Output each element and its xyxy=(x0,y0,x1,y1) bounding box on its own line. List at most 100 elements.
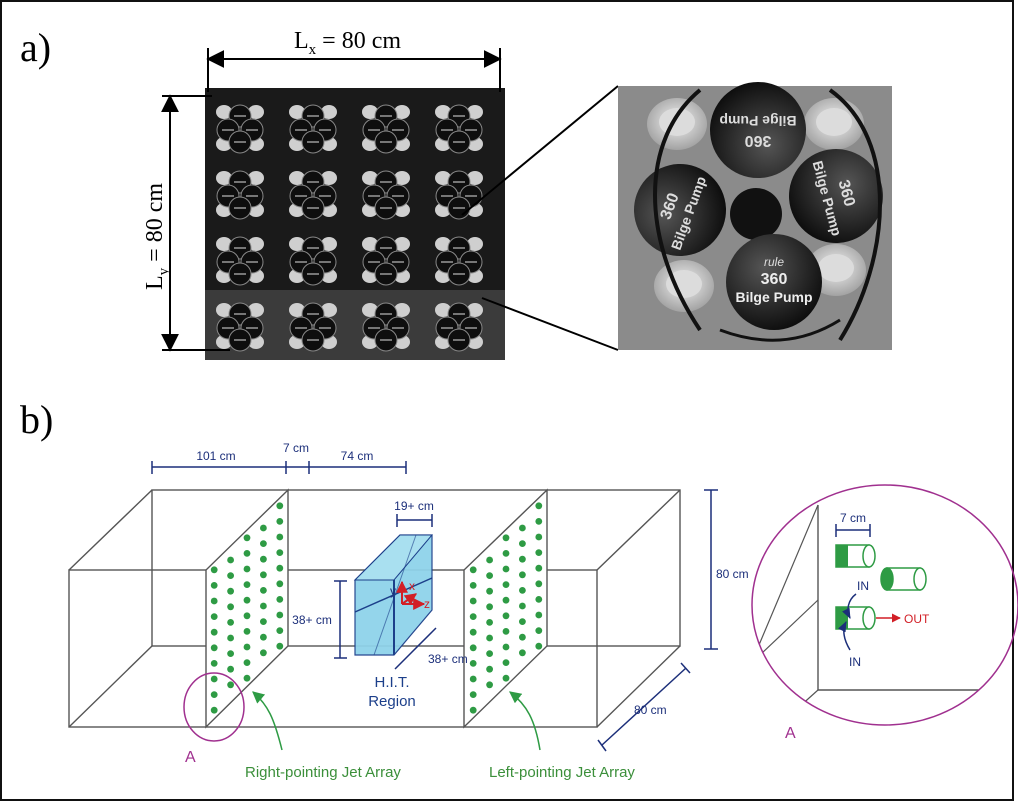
tank-wireframe xyxy=(68,489,681,728)
jet-dot xyxy=(243,581,251,588)
jet-dot xyxy=(276,580,284,588)
axis-x-label: x xyxy=(409,579,415,593)
jet-dot xyxy=(210,660,218,667)
jet-dot xyxy=(210,566,218,574)
jet-dot xyxy=(535,611,543,619)
jet-dot xyxy=(502,550,510,557)
pump-cluster xyxy=(216,104,264,154)
svg-text:Ly = 80 cm: Ly = 80 cm xyxy=(142,183,172,290)
left-array-label: Left-pointing Jet Array xyxy=(489,764,635,781)
svg-text:360: 360 xyxy=(745,132,772,149)
jet-dot xyxy=(243,534,251,542)
jet-dot xyxy=(535,642,543,650)
jet-dot xyxy=(276,564,284,572)
jet-dot xyxy=(243,565,251,573)
pump-cluster xyxy=(289,104,337,154)
pump-cluster xyxy=(435,302,483,352)
jet-dot xyxy=(210,675,218,683)
pump-closeup-photo: 360 Bilge Pump 360 Bilge Pump 360 Bilge … xyxy=(618,82,892,350)
jet-dot xyxy=(535,549,543,556)
jet-dot xyxy=(502,659,510,666)
jet-dot xyxy=(486,619,493,626)
nozzle-cup xyxy=(804,98,864,150)
jet-dot xyxy=(469,628,477,636)
zoom-dim-label: 7 cm xyxy=(840,511,866,525)
jet-dot xyxy=(469,582,477,589)
jet-array-photo xyxy=(205,88,505,360)
dim-38-vertical-line xyxy=(334,580,347,659)
jet-dot xyxy=(227,634,235,642)
callout-circle xyxy=(183,672,245,742)
jet-dot xyxy=(469,675,477,683)
jet-dot xyxy=(486,665,493,673)
jet-dot xyxy=(519,555,526,563)
jet-dot xyxy=(469,613,477,620)
jet-nozzle-cylinder xyxy=(880,567,927,591)
jet-dot xyxy=(469,597,477,605)
jet-dot xyxy=(276,549,284,556)
jet-dot xyxy=(469,660,477,667)
jet-dot xyxy=(502,581,510,588)
jet-dot xyxy=(243,659,251,666)
jet-dot xyxy=(486,681,493,689)
jet-dot xyxy=(519,618,526,625)
pump-cluster xyxy=(216,302,264,352)
jet-dot xyxy=(210,597,218,605)
nozzle-cup xyxy=(647,98,707,150)
jet-dot xyxy=(502,534,510,542)
jet-dot xyxy=(469,706,477,714)
zoom-out-label: OUT xyxy=(904,612,930,626)
lx-dimension: Lx = 80 cm xyxy=(206,28,502,92)
jet-dot xyxy=(535,518,543,525)
jet-dot xyxy=(276,518,284,525)
zoom-connector-bottom xyxy=(481,297,619,351)
jet-dot xyxy=(210,691,218,698)
bilge-pump: 360 Bilge Pump xyxy=(789,149,883,243)
lx-value: = 80 cm xyxy=(316,28,401,54)
zoom-in-bottom-label: IN xyxy=(849,655,861,669)
jet-dot xyxy=(243,596,251,604)
jet-dot xyxy=(210,628,218,636)
pump-cluster xyxy=(362,302,410,352)
jet-nozzle-cylinder xyxy=(835,606,876,630)
jet-dot xyxy=(210,706,218,714)
pump-cluster xyxy=(362,170,410,220)
jet-dot xyxy=(469,691,477,698)
right-pointing-jet-plate xyxy=(205,488,289,729)
svg-text:360: 360 xyxy=(834,178,857,208)
jet-dot xyxy=(227,572,235,579)
jet-nozzle-cylinder xyxy=(835,544,876,568)
jet-dot xyxy=(519,540,526,547)
dim-19-line xyxy=(396,514,433,527)
inflow-arrow-bottom xyxy=(838,621,851,651)
right-array-label: Right-pointing Jet Array xyxy=(245,764,401,781)
jet-dot xyxy=(260,602,267,610)
svg-text:Lx = 80 cm: Lx = 80 cm xyxy=(294,28,401,58)
dim-7-label: 7 cm xyxy=(283,441,309,455)
dim-38-depth-line xyxy=(394,627,437,670)
bilge-pump: 360 Bilge Pump xyxy=(710,82,806,178)
jet-dot xyxy=(260,618,267,625)
lx-label: L xyxy=(294,28,309,54)
jet-dot xyxy=(502,596,510,604)
jet-dot xyxy=(519,524,526,532)
ly-dimension: Ly = 80 cm xyxy=(142,94,230,352)
jet-dot xyxy=(227,619,235,626)
detail-zoom-circle xyxy=(751,484,1018,726)
jet-dot xyxy=(519,587,526,594)
ly-value: = 80 cm xyxy=(142,183,168,268)
jet-dot xyxy=(260,540,267,547)
svg-text:Bilge Pump: Bilge Pump xyxy=(719,113,796,129)
jet-dot xyxy=(260,524,267,532)
jet-dot xyxy=(535,564,543,572)
dim-80-depth-label: 80 cm xyxy=(634,703,667,717)
pump-cluster xyxy=(289,236,337,286)
pump-cluster xyxy=(216,236,264,286)
jet-dot xyxy=(260,555,267,563)
jet-dot xyxy=(276,596,284,603)
jet-dot xyxy=(227,681,235,689)
jet-dot xyxy=(469,566,477,574)
hit-region-box xyxy=(353,534,434,656)
dim-80-depth-line xyxy=(597,662,691,752)
